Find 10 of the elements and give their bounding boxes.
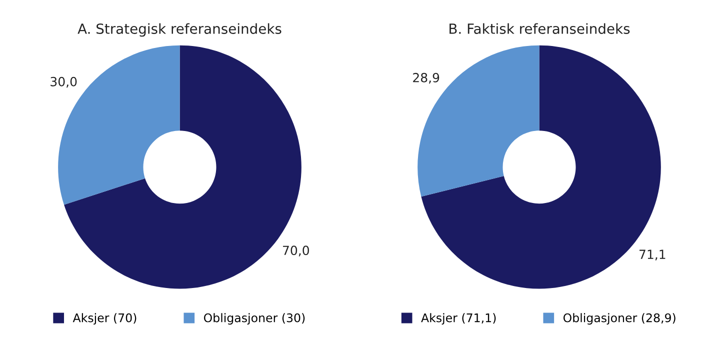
legend-label: Obligasjoner (28,9) [563,313,676,325]
data-label: 70,0 [283,246,309,256]
data-label: 28,9 [413,72,440,84]
legend-label: Obligasjoner (30) [204,313,305,325]
legend-label: Aksjer (71,1) [421,313,496,325]
data-label: 71,1 [640,250,666,260]
chart-title: B. Faktisk referanseindeks [450,23,630,34]
chart-title: A. Strategisk referanseindeks [78,23,282,37]
data-label: 30,0 [50,76,77,88]
legend-label: Aksjer (70) [72,313,136,325]
